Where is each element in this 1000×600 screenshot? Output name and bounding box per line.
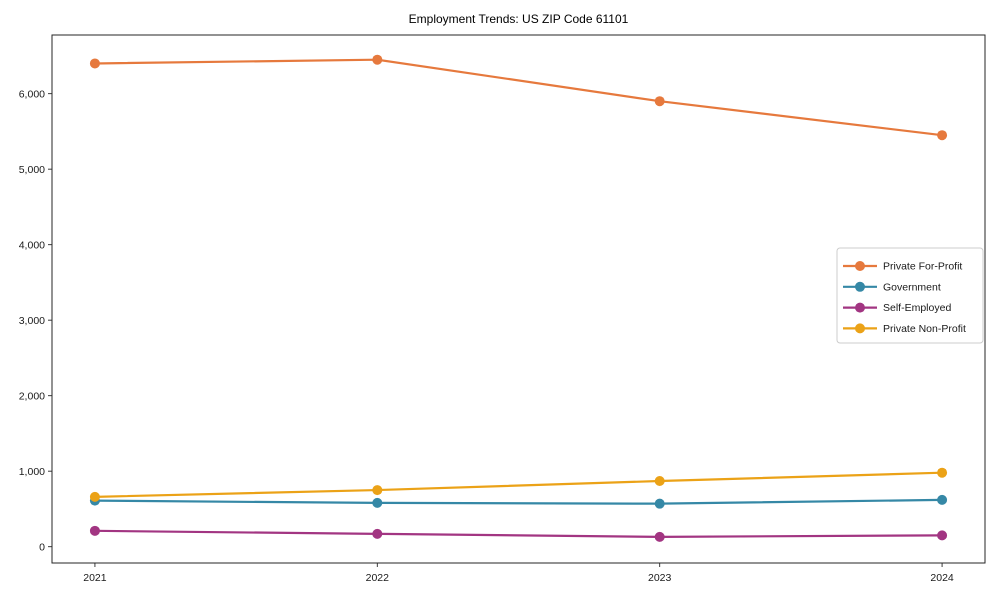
x-tick-label: 2021 — [83, 572, 107, 584]
y-tick-label: 5,000 — [19, 164, 45, 176]
legend-box — [836, 247, 984, 344]
data-point — [937, 530, 948, 541]
y-tick-label: 4,000 — [19, 239, 45, 251]
y-tick-label: 1,000 — [19, 466, 45, 478]
legend-label: Private For-Profit — [883, 261, 962, 273]
y-tick-label: 3,000 — [19, 315, 45, 327]
data-point — [654, 531, 665, 542]
legend-label: Private Non-Profit — [883, 323, 966, 335]
x-tick-label: 2023 — [648, 572, 672, 584]
series-line-private-non-profit — [94, 471, 943, 498]
series-line-government — [94, 498, 943, 505]
data-point — [372, 497, 383, 508]
y-tick-label: 0 — [39, 541, 45, 553]
plot-border — [51, 34, 986, 564]
data-point — [89, 525, 100, 536]
data-point — [89, 491, 100, 502]
chart-title: Employment Trends: US ZIP Code 61101 — [408, 12, 629, 26]
legend-label: Government — [883, 281, 941, 293]
data-point — [937, 494, 948, 505]
legend-marker — [855, 323, 865, 334]
legend-marker — [855, 281, 865, 292]
y-tick-label: 2,000 — [19, 390, 45, 402]
series-line-self-employed — [94, 529, 943, 538]
data-point — [372, 485, 383, 496]
data-point — [654, 96, 665, 107]
x-tick-label: 2024 — [930, 572, 954, 584]
data-point — [654, 498, 665, 509]
series-line-private-for-profit — [94, 58, 943, 137]
data-point — [654, 476, 665, 487]
legend-marker — [855, 302, 865, 313]
data-point — [372, 528, 383, 539]
legend-marker — [855, 261, 865, 271]
data-point — [372, 54, 383, 65]
data-point — [89, 58, 100, 69]
y-tick-label: 6,000 — [19, 88, 45, 100]
legend-label: Self-Employed — [883, 302, 951, 314]
data-point — [937, 467, 948, 478]
data-point — [937, 130, 948, 141]
x-tick-label: 2022 — [366, 572, 390, 584]
